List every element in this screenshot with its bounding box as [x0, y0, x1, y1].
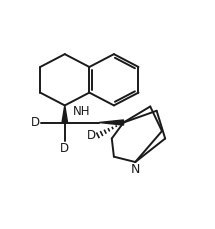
- Polygon shape: [99, 120, 124, 125]
- Text: N: N: [131, 163, 140, 176]
- Text: D: D: [31, 116, 40, 129]
- Text: D: D: [87, 129, 96, 142]
- Polygon shape: [62, 105, 68, 123]
- Text: NH: NH: [73, 105, 91, 118]
- Text: D: D: [60, 142, 69, 155]
